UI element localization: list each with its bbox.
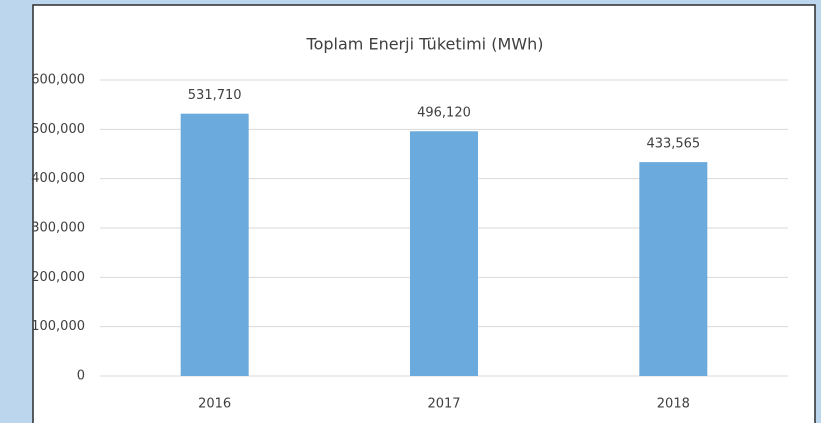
data-label: 531,710	[188, 88, 242, 103]
chart-title: Toplam Enerji Tüketimi (MWh)	[306, 35, 544, 54]
x-tick-label: 2016	[198, 397, 231, 412]
y-tick-label: 300,000	[31, 221, 85, 236]
bar	[180, 113, 249, 377]
y-tick-label: 100,000	[31, 319, 85, 334]
y-tick-label: 600,000	[31, 73, 85, 88]
bar	[410, 131, 478, 376]
y-tick-label: 200,000	[31, 270, 85, 285]
y-tick-label: 0	[77, 369, 85, 384]
x-tick-label: 2017	[427, 397, 460, 412]
bar	[639, 162, 708, 376]
data-label: 433,565	[646, 137, 700, 152]
x-tick-label: 2018	[657, 397, 690, 412]
y-tick-label: 500,000	[31, 122, 85, 137]
y-tick-label: 400,000	[31, 171, 85, 186]
data-label: 496,120	[417, 106, 471, 121]
